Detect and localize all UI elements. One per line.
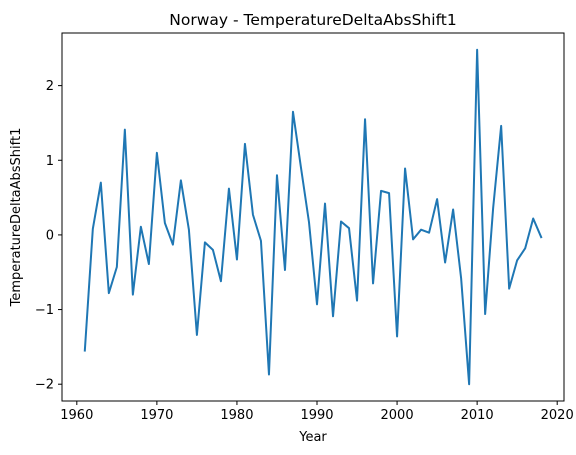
data-point	[484, 313, 486, 315]
chart-title: Norway - TemperatureDeltaAbsShift1	[169, 11, 456, 29]
data-point	[196, 334, 198, 336]
plot-area	[83, 48, 543, 386]
data-point	[180, 179, 182, 181]
data-point	[108, 292, 110, 294]
data-point	[212, 249, 214, 251]
data-point	[92, 228, 94, 230]
data-point	[252, 214, 254, 216]
data-point	[532, 217, 534, 219]
data-point	[148, 263, 150, 265]
data-point	[140, 226, 142, 228]
data-point	[188, 229, 190, 231]
x-tick-label: 2020	[541, 408, 574, 423]
data-point	[524, 247, 526, 249]
data-point	[436, 198, 438, 200]
y-tick-label: 0	[46, 228, 54, 243]
data-point	[332, 315, 334, 317]
data-point	[132, 294, 134, 296]
data-point	[220, 280, 222, 282]
data-point	[156, 152, 158, 154]
data-point	[276, 174, 278, 176]
data-point	[244, 143, 246, 145]
data-point	[404, 167, 406, 169]
y-tick-label: −2	[35, 378, 54, 393]
x-tick-label: 1980	[220, 408, 253, 423]
x-tick-label: 1970	[140, 408, 173, 423]
x-tick-label: 2000	[381, 408, 414, 423]
x-tick-label: 1990	[300, 408, 333, 423]
y-tick-label: −1	[35, 303, 54, 318]
y-tick-label: 1	[46, 154, 54, 169]
data-point	[508, 288, 510, 290]
data-point	[260, 240, 262, 242]
data-point	[84, 350, 86, 352]
data-point	[100, 182, 102, 184]
data-point	[540, 236, 542, 238]
data-point	[492, 207, 494, 209]
data-point	[124, 129, 126, 131]
data-point	[228, 188, 230, 190]
data-point	[204, 241, 206, 243]
data-point	[172, 244, 174, 246]
data-point	[428, 232, 430, 234]
data-point	[284, 269, 286, 271]
x-tick-label: 2010	[461, 408, 494, 423]
data-point	[268, 374, 270, 376]
data-point	[324, 203, 326, 205]
data-point	[444, 262, 446, 264]
data-point	[420, 229, 422, 231]
data-point	[380, 190, 382, 192]
data-point	[316, 303, 318, 305]
data-point	[468, 383, 470, 385]
axes-frame	[61, 32, 565, 402]
data-point	[308, 221, 310, 223]
data-point	[300, 167, 302, 169]
data-point	[500, 125, 502, 127]
y-axis: −2 −1 0 1 2	[35, 79, 62, 393]
x-axis: 1960 1970 1980 1990 2000 2010 2020	[60, 401, 574, 423]
y-axis-label: TemperatureDeltaAbsShift1	[9, 128, 24, 308]
data-point	[116, 266, 118, 268]
x-axis-label: Year	[298, 430, 327, 445]
data-point	[460, 277, 462, 279]
data-point	[164, 222, 166, 224]
data-point	[340, 220, 342, 222]
data-point	[476, 49, 478, 51]
data-point	[236, 259, 238, 261]
data-point	[452, 209, 454, 211]
data-point	[372, 282, 374, 284]
series-line	[83, 48, 543, 386]
data-point	[516, 259, 518, 261]
data-point	[388, 192, 390, 194]
data-point	[292, 111, 294, 113]
y-tick-label: 2	[46, 79, 54, 94]
data-point	[396, 335, 398, 337]
data-point	[356, 300, 358, 302]
data-point	[364, 118, 366, 120]
data-point	[348, 227, 350, 229]
x-tick-label: 1960	[60, 408, 93, 423]
data-point	[412, 238, 414, 240]
